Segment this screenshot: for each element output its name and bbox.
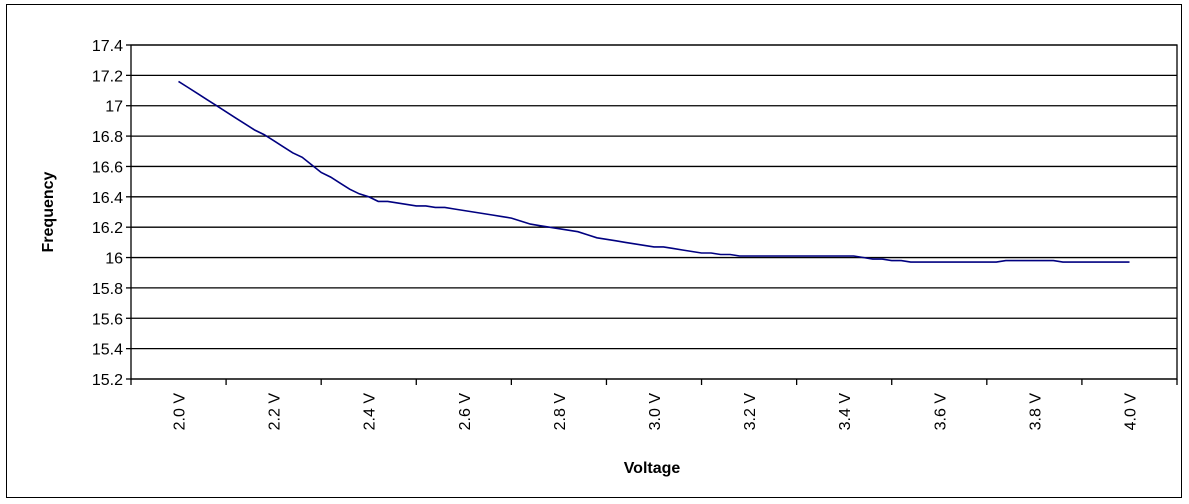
chart-frame: 17.4 17.2 17 16.8 16.6 16.4 16.2 16 15.8 15.6 15.4… [6,4,1182,498]
x-tick-label: 2.4 V [362,393,379,431]
x-tick-label: 3.6 V [932,393,949,431]
series-line [178,80,1130,263]
y-tick-label: 16.2 [92,220,123,237]
x-tick-label: 3.2 V [742,393,759,431]
x-tick-label: 3.0 V [647,393,664,431]
y-tick-label: 16 [105,251,123,268]
x-tick-label: 2.8 V [552,393,569,431]
line-chart: 17.4 17.2 17 16.8 16.6 16.4 16.2 16 15.8 15.6 15.4… [40,38,1178,477]
y-tick-label: 16.4 [92,190,123,207]
y-tick-label: 15.6 [92,311,123,328]
y-tick-label: 15.2 [92,372,123,389]
grid-layer [131,44,1177,380]
x-axis-ticks: 2.0 V 2.2 V 2.4 V 2.6 V 2.8 V 3.0 V 3.2 V 3.4 V… [130,379,1178,431]
x-tick-label: 4.0 V [1122,393,1139,431]
y-tick-label: 16.8 [92,129,123,146]
x-tick-label: 2.6 V [457,393,474,431]
x-tick-label: 2.2 V [267,393,284,431]
y-tick-label: 17 [105,99,123,116]
y-tick-label: 17.2 [92,68,123,85]
y-tick-label: 17.4 [92,38,123,55]
y-axis-ticks: 17.4 17.2 17 16.8 16.6 16.4 16.2 16 15.8 15.6 15.4… [92,38,131,389]
x-axis-title: Voltage [624,460,681,477]
y-tick-label: 15.4 [92,342,123,359]
x-tick-label: 3.4 V [837,393,854,431]
y-tick-label: 16.6 [92,159,123,176]
y-tick-label: 15.8 [92,281,123,298]
x-tick-label: 3.8 V [1027,393,1044,431]
plot-area-border [130,44,1178,380]
y-axis-title: Frequency [40,171,57,252]
x-tick-label: 2.0 V [172,393,189,431]
